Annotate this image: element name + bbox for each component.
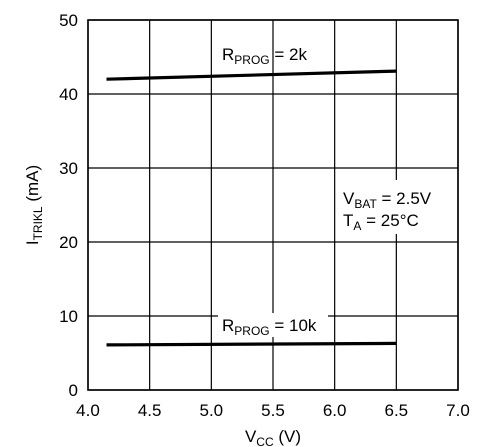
x-tick-label: 5.5 xyxy=(261,401,285,420)
x-tick-label: 7.0 xyxy=(446,401,470,420)
y-tick-label: 30 xyxy=(59,159,78,178)
x-tick-label: 6.5 xyxy=(385,401,409,420)
x-tick-label: 4.5 xyxy=(138,401,162,420)
annotation-ta: TA = 25°C xyxy=(343,211,419,233)
x-tick-label: 5.0 xyxy=(200,401,224,420)
y-tick-label: 10 xyxy=(59,307,78,326)
x-axis-label: VCC (V) xyxy=(245,427,301,447)
series-label-rprog-2k: RPROG = 2k xyxy=(222,45,307,67)
y-tick-label: 50 xyxy=(59,11,78,30)
x-tick-label: 6.0 xyxy=(323,401,347,420)
x-tick-label: 4.0 xyxy=(76,401,100,420)
x-tick-labels: 4.0 4.5 5.0 5.5 6.0 6.5 7.0 xyxy=(76,401,470,420)
series-line-rprog-2k xyxy=(106,69,397,81)
conditions-annotation-background xyxy=(338,180,448,234)
series-label-background xyxy=(218,313,328,337)
series-label-rprog-10k: RPROG = 10k xyxy=(222,316,317,338)
annotation-vbat: VBAT = 2.5V xyxy=(343,189,432,211)
y-axis-label: ITRIKL (mA) xyxy=(23,165,45,245)
plot-frame xyxy=(87,19,459,391)
y-tick-label: 0 xyxy=(69,381,78,400)
series-line-rprog-10k xyxy=(106,341,397,347)
y-tick-label: 40 xyxy=(59,85,78,104)
series-lines xyxy=(106,69,397,347)
y-tick-label: 20 xyxy=(59,233,78,252)
y-tick-labels: 0 10 20 30 40 50 xyxy=(59,11,78,400)
